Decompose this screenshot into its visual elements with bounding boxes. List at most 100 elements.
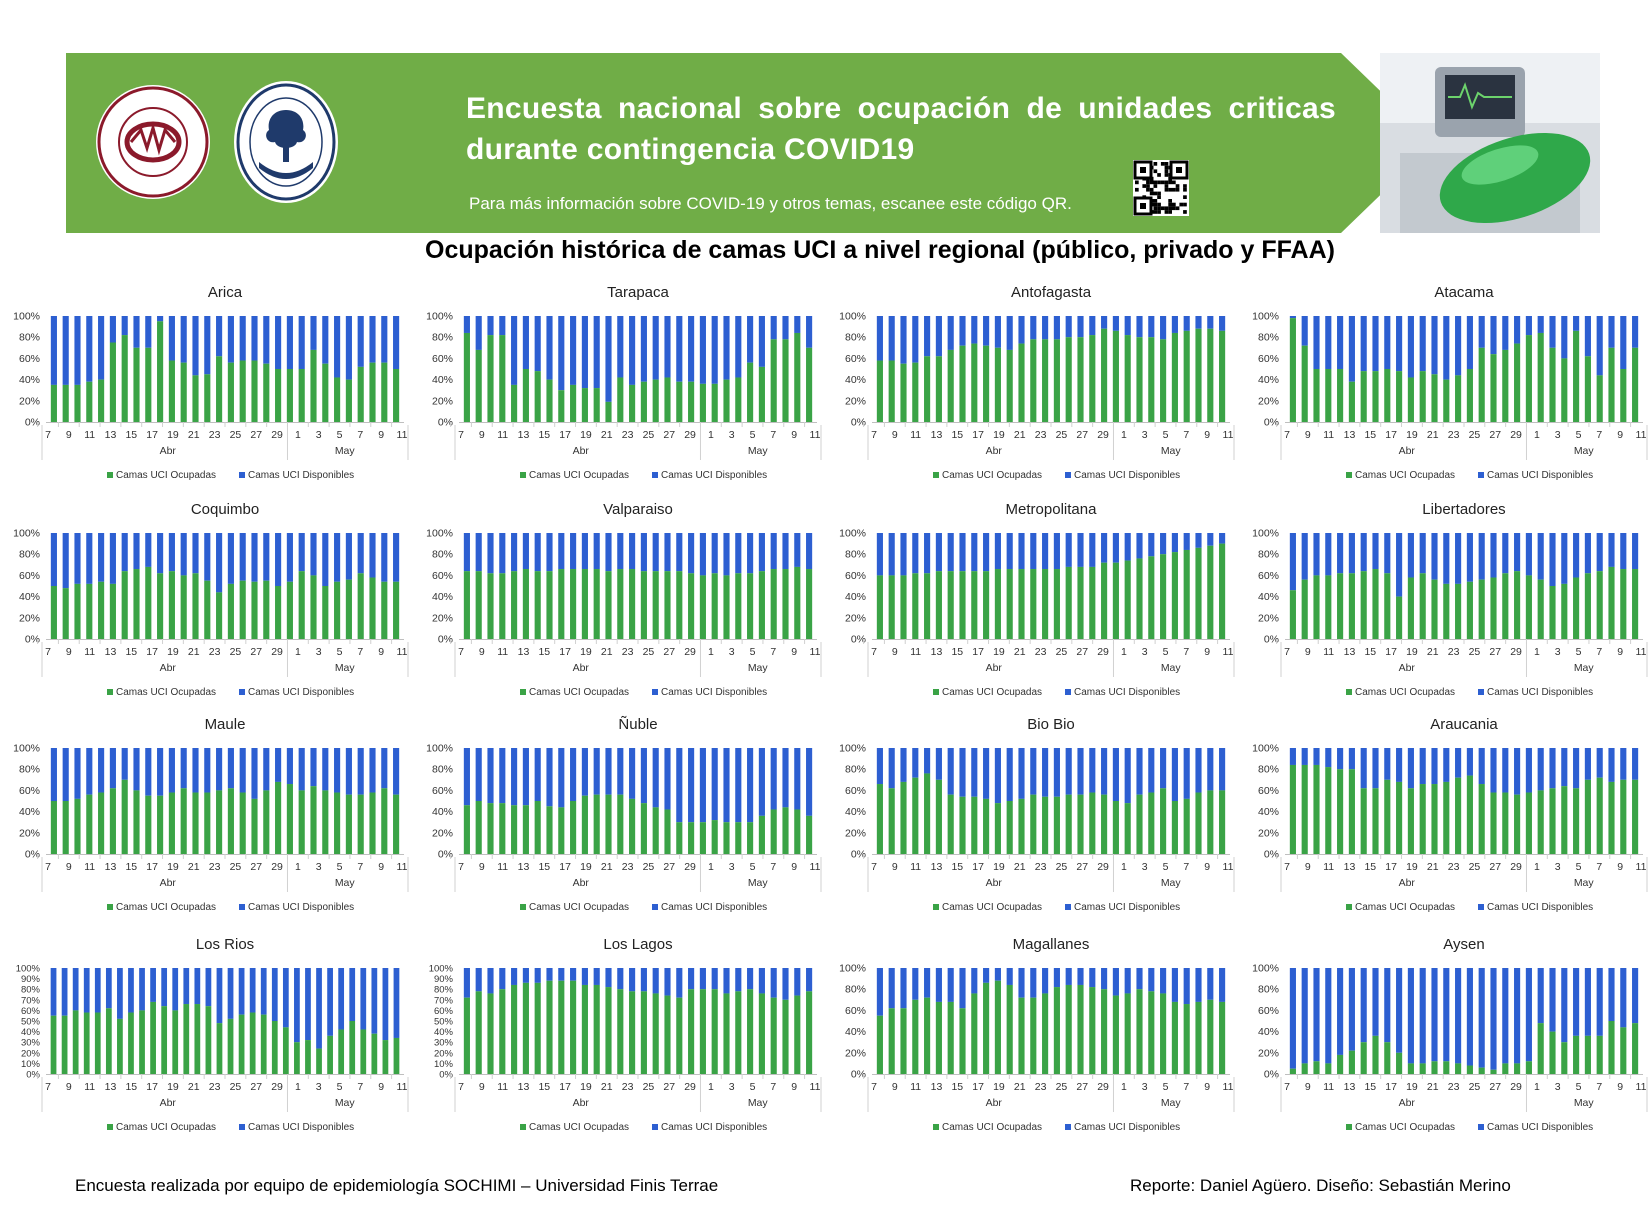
x-tick-label: 29 bbox=[1097, 861, 1109, 873]
y-tick-label: 0% bbox=[25, 849, 40, 861]
month-label-may: May bbox=[1161, 1097, 1182, 1109]
x-tick-label: 17 bbox=[146, 861, 158, 873]
legend-swatch-occupied bbox=[933, 472, 939, 478]
bar-available bbox=[888, 533, 895, 576]
bar-available bbox=[806, 748, 813, 816]
bar-occupied bbox=[121, 779, 128, 854]
bar-available bbox=[912, 748, 919, 778]
legend-swatch-available bbox=[1065, 689, 1071, 695]
bar-occupied bbox=[534, 371, 541, 422]
x-tick-label: 19 bbox=[167, 429, 179, 441]
bar-available bbox=[629, 533, 636, 570]
bar-occupied bbox=[758, 993, 765, 1074]
bar-occupied bbox=[192, 375, 199, 422]
bar-occupied bbox=[487, 573, 494, 639]
bar-occupied bbox=[1502, 792, 1509, 854]
chart-title: Magallanes bbox=[1013, 936, 1090, 953]
bar-occupied bbox=[959, 1008, 966, 1074]
bar-available bbox=[1407, 533, 1414, 578]
bar-occupied bbox=[924, 573, 931, 639]
bar-available bbox=[1561, 968, 1568, 1043]
bar-occupied bbox=[593, 569, 600, 639]
bar-occupied bbox=[1148, 792, 1155, 854]
bar-occupied bbox=[360, 1029, 367, 1074]
banner-title-line2: durante contingencia COVID19 bbox=[466, 133, 915, 166]
bar-available bbox=[888, 968, 895, 1009]
bar-occupied bbox=[770, 569, 777, 639]
y-tick-label: 100% bbox=[13, 528, 40, 540]
bar-occupied bbox=[546, 379, 553, 422]
bar-available bbox=[227, 968, 234, 1019]
bar-occupied bbox=[475, 571, 482, 639]
bar-occupied bbox=[1419, 784, 1426, 854]
legend-swatch-available bbox=[1478, 904, 1484, 910]
bar-occupied bbox=[1101, 562, 1108, 639]
bar-available bbox=[699, 968, 706, 990]
bar-available bbox=[782, 968, 789, 1000]
bar-available bbox=[1372, 748, 1379, 789]
x-tick-label: 23 bbox=[209, 646, 221, 658]
y-tick-label: 60% bbox=[845, 785, 866, 797]
bar-available bbox=[629, 316, 636, 385]
bar-occupied bbox=[935, 571, 942, 639]
bar-occupied bbox=[239, 792, 246, 854]
x-tick-label: 13 bbox=[1344, 429, 1356, 441]
bar-occupied bbox=[251, 360, 258, 422]
bar-occupied bbox=[1384, 1042, 1391, 1074]
x-tick-label: 23 bbox=[1035, 429, 1047, 441]
bar-available bbox=[1042, 533, 1049, 570]
bar-available bbox=[1561, 533, 1568, 584]
bar-available bbox=[369, 316, 376, 363]
y-tick-label: 0% bbox=[1264, 1069, 1279, 1081]
x-tick-label: 25 bbox=[643, 646, 655, 658]
bar-occupied bbox=[806, 815, 813, 854]
bar-occupied bbox=[1573, 330, 1580, 422]
bar-occupied bbox=[900, 575, 907, 639]
bar-available bbox=[310, 533, 317, 576]
bar-available bbox=[1183, 968, 1190, 1005]
bar-occupied bbox=[475, 991, 482, 1074]
bar-occupied bbox=[758, 815, 765, 854]
bar-occupied bbox=[1348, 573, 1355, 639]
x-tick-label: 9 bbox=[1617, 861, 1623, 873]
x-tick-label: 29 bbox=[1510, 1081, 1522, 1093]
bar-available bbox=[1396, 533, 1403, 597]
bar-available bbox=[1089, 748, 1096, 793]
bar-available bbox=[1101, 748, 1108, 795]
bar-occupied bbox=[72, 1010, 79, 1074]
bar-available bbox=[393, 748, 400, 795]
legend-swatch-available bbox=[652, 472, 658, 478]
bar-available bbox=[935, 533, 942, 572]
bar-occupied bbox=[1561, 1042, 1568, 1074]
bar-occupied bbox=[1561, 786, 1568, 854]
bar-occupied bbox=[676, 822, 683, 854]
x-tick-label: 7 bbox=[458, 429, 464, 441]
x-tick-label: 17 bbox=[972, 1081, 984, 1093]
x-tick-label: 5 bbox=[1163, 646, 1169, 658]
y-tick-label: 100% bbox=[839, 528, 866, 540]
bar-occupied bbox=[1030, 997, 1037, 1074]
x-tick-label: 7 bbox=[1183, 646, 1189, 658]
bar-available bbox=[475, 316, 482, 350]
bar-occupied bbox=[1537, 790, 1544, 854]
month-label-abr: Abr bbox=[160, 445, 177, 457]
chart-title: Coquimbo bbox=[191, 501, 259, 518]
x-tick-label: 15 bbox=[951, 429, 963, 441]
bar-occupied bbox=[1466, 369, 1473, 422]
bar-available bbox=[1549, 748, 1556, 789]
bar-occupied bbox=[1525, 1061, 1532, 1074]
bar-available bbox=[924, 968, 931, 998]
x-tick-label: 15 bbox=[125, 429, 137, 441]
bar-available bbox=[558, 968, 565, 981]
qr-code[interactable] bbox=[1133, 160, 1189, 216]
x-tick-label: 13 bbox=[518, 646, 530, 658]
bar-occupied bbox=[1042, 339, 1049, 422]
x-tick-label: 13 bbox=[1344, 861, 1356, 873]
bar-occupied bbox=[664, 377, 671, 422]
y-tick-label: 20% bbox=[432, 395, 453, 407]
x-tick-label: 13 bbox=[931, 861, 943, 873]
x-tick-label: 11 bbox=[397, 861, 408, 873]
x-tick-label: 11 bbox=[1636, 861, 1647, 873]
bar-available bbox=[640, 748, 647, 804]
bar-occupied bbox=[1136, 558, 1143, 639]
